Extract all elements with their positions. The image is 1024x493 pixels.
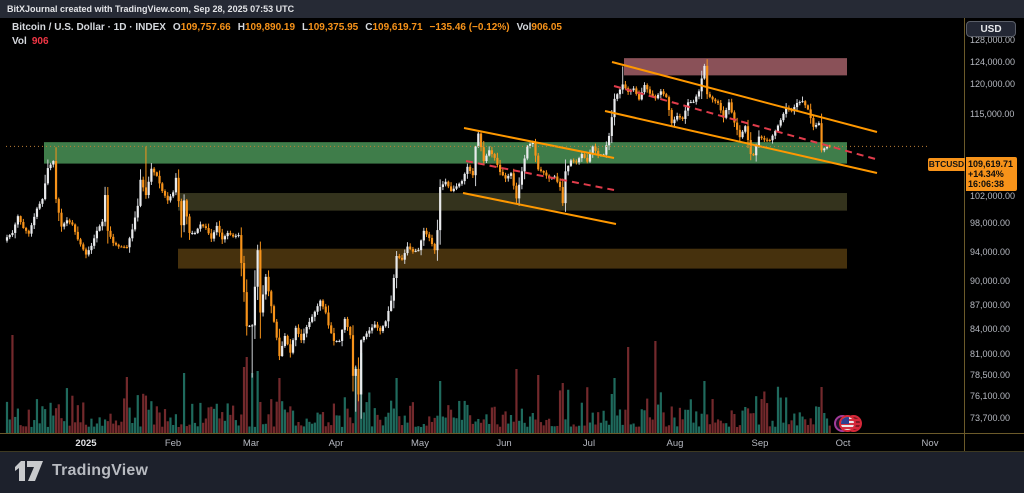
time-tick: Aug: [666, 438, 684, 449]
symbol-title: Bitcoin / U.S. Dollar · 1D · INDEX: [12, 22, 166, 33]
time-tick: Feb: [164, 438, 182, 449]
price-tick: 98,000.00: [970, 218, 1011, 229]
ohlc-item: C109,619.71: [365, 22, 423, 33]
price-tick: 115,000.00: [970, 108, 1015, 119]
ohlc-item: H109,890.19: [237, 22, 296, 33]
economic-events-marker[interactable]: [834, 415, 864, 434]
attribution-bar: BitXJournal created with TradingView.com…: [0, 0, 1024, 18]
price-tick: 94,000.00: [970, 246, 1011, 257]
price-tick: 81,000.00: [970, 348, 1011, 359]
time-tick: Nov: [921, 438, 939, 449]
tradingview-brand-text: TradingView: [52, 462, 149, 479]
time-tick: Sep: [751, 438, 769, 449]
ohlc-values: O109,757.66 H109,890.19 L109,375.95 C109,61…: [166, 22, 423, 33]
ohlc-item: O109,757.66: [172, 22, 231, 33]
tradingview-logo-icon: [15, 461, 43, 481]
time-tick: 2025: [75, 438, 97, 449]
time-tick: Jul: [582, 438, 596, 449]
symbol-price-tag: BTCUSD: [928, 157, 965, 171]
volume-indicator-value: 906: [31, 36, 49, 47]
us-flag-icon[interactable]: [839, 415, 856, 432]
tradingview-watermark[interactable]: TradingView: [14, 458, 148, 484]
time-tick: Mar: [242, 438, 260, 449]
candlestick-chart[interactable]: [0, 18, 1024, 452]
time-tick: Apr: [328, 438, 344, 449]
price-tick: 124,000.00: [970, 57, 1016, 67]
price-tick: 120,000.00: [970, 79, 1016, 90]
time-tick: May: [411, 438, 429, 449]
volume-indicator-label: Vol: [12, 36, 27, 47]
last-price-label: 109,619.71 +14.34% 16:06:38: [966, 156, 1017, 191]
price-tick: 78,500.00: [970, 369, 1011, 380]
price-tick: 128,000.00: [970, 35, 1016, 46]
change-value: −135.46 (−0.12%): [429, 22, 510, 33]
price-tick: 73,700.00: [970, 413, 1011, 424]
time-tick: Oct: [835, 438, 851, 449]
chart-panel[interactable]: Bitcoin / U.S. Dollar · 1D · INDEX O109,7…: [0, 18, 1024, 452]
price-tick: 84,000.00: [970, 323, 1011, 334]
price-tick: 102,000.00: [970, 190, 1016, 201]
price-tick: 90,000.00: [970, 276, 1011, 287]
volume-legend: Vol906.05: [516, 22, 562, 33]
price-tick: 76,100.00: [970, 391, 1011, 402]
volume-indicator-row: Vol 906: [12, 36, 49, 47]
time-tick: Jun: [496, 438, 512, 449]
price-tick: 87,000.00: [970, 299, 1011, 310]
ohlc-item: L109,375.95: [302, 22, 359, 33]
last-price-value: 109,619.71: [968, 158, 1014, 169]
last-price-change: +14.34%: [968, 168, 1004, 179]
currency-toggle-button[interactable]: USD: [966, 21, 1016, 37]
chart-legend: Bitcoin / U.S. Dollar · 1D · INDEX O109,7…: [12, 22, 562, 33]
bar-countdown: 16:06:38: [968, 178, 1005, 189]
